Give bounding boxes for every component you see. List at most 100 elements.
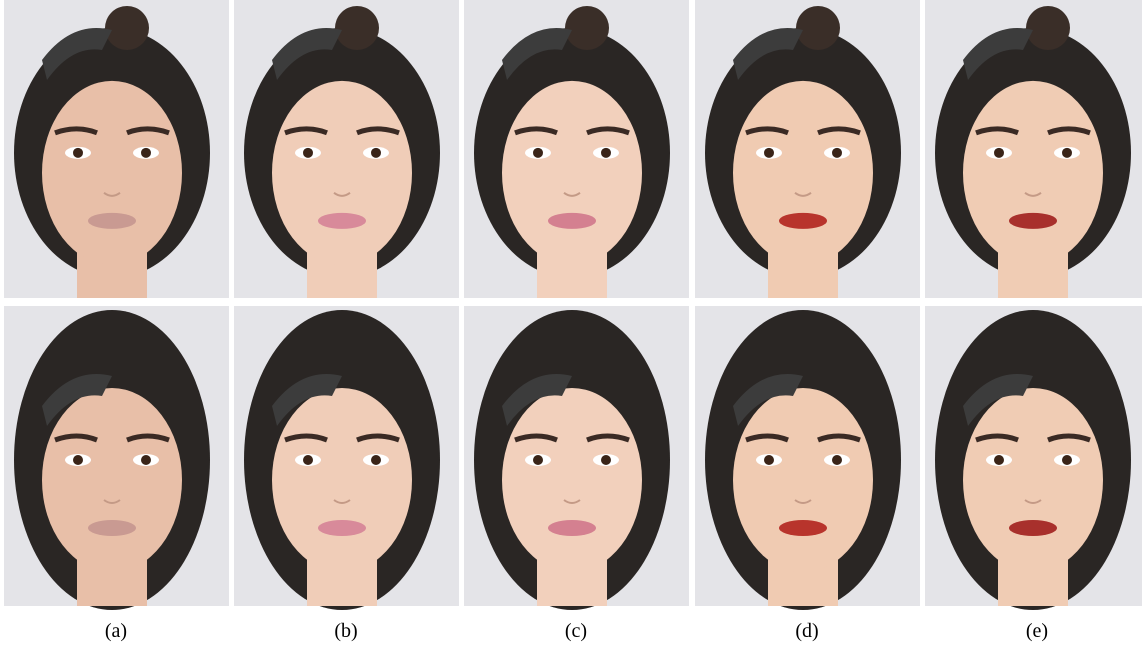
- caption: (a): [105, 620, 127, 642]
- face: [42, 388, 182, 572]
- iris: [533, 455, 543, 465]
- photo: [234, 306, 459, 610]
- face: [272, 80, 412, 265]
- photo: [4, 306, 229, 610]
- iris: [141, 455, 151, 465]
- iris: [303, 455, 313, 465]
- iris: [764, 147, 774, 158]
- lips: [88, 212, 136, 229]
- nose: [333, 192, 351, 197]
- iris: [994, 147, 1004, 158]
- eyebrow: [284, 433, 328, 443]
- hair-clip: [733, 28, 803, 80]
- face: [963, 80, 1103, 265]
- image-grid: [4, 0, 1142, 610]
- nose: [103, 499, 121, 504]
- photo: [4, 0, 229, 298]
- hair-clip: [733, 374, 803, 426]
- lips: [1009, 212, 1057, 229]
- face: [502, 388, 642, 572]
- eyebrow: [126, 126, 170, 136]
- hair-clip: [42, 374, 112, 426]
- hair-clip: [963, 28, 1033, 80]
- face: [42, 80, 182, 265]
- lips: [318, 212, 366, 229]
- iris: [832, 455, 842, 465]
- eyebrow: [356, 126, 400, 136]
- nose: [333, 499, 351, 504]
- lips: [548, 212, 596, 229]
- photo: [464, 0, 689, 298]
- hair-clip: [272, 374, 342, 426]
- photo: [695, 306, 920, 610]
- eyebrow: [586, 433, 630, 443]
- lips: [779, 212, 827, 229]
- iris: [533, 147, 543, 158]
- hair-clip: [42, 28, 112, 80]
- hair-bun: [1026, 6, 1070, 50]
- hair-bun: [335, 6, 379, 50]
- iris: [601, 455, 611, 465]
- hair-bun: [105, 6, 149, 50]
- face: [272, 388, 412, 572]
- iris: [1062, 147, 1072, 158]
- iris: [303, 147, 313, 158]
- photo: [925, 306, 1142, 610]
- nose: [794, 499, 812, 504]
- nose: [794, 192, 812, 197]
- face: [733, 80, 873, 265]
- hair-bun: [565, 6, 609, 50]
- iris: [371, 147, 381, 158]
- photo: [925, 0, 1142, 298]
- eyebrow: [54, 126, 98, 136]
- lips: [88, 520, 136, 536]
- caption: (b): [334, 620, 357, 642]
- photo: [234, 0, 459, 298]
- eyebrow: [284, 126, 328, 136]
- iris: [73, 455, 83, 465]
- eyebrow: [975, 433, 1019, 443]
- eyebrow: [1047, 126, 1091, 136]
- lips: [318, 520, 366, 536]
- eyebrow: [745, 126, 789, 136]
- eyebrow: [745, 433, 789, 443]
- iris: [371, 455, 381, 465]
- hair-clip: [502, 28, 572, 80]
- eyebrow: [514, 126, 558, 136]
- iris: [832, 147, 842, 158]
- nose: [103, 192, 121, 197]
- photo: [464, 306, 689, 610]
- iris: [141, 147, 151, 158]
- eyebrow: [54, 433, 98, 443]
- iris: [764, 455, 774, 465]
- caption: (d): [795, 620, 818, 642]
- eyebrow: [817, 433, 861, 443]
- eyebrow: [514, 433, 558, 443]
- lips: [779, 520, 827, 536]
- eyebrow: [1047, 433, 1091, 443]
- caption: (c): [565, 620, 587, 642]
- nose: [563, 499, 581, 504]
- caption: (e): [1026, 620, 1048, 642]
- eyebrow: [586, 126, 630, 136]
- hair-clip: [502, 374, 572, 426]
- eyebrow: [975, 126, 1019, 136]
- iris: [1062, 455, 1072, 465]
- captions: (a) (b) (c) (d) (e): [105, 620, 1048, 642]
- eyebrow: [126, 433, 170, 443]
- hair-bun: [796, 6, 840, 50]
- lips: [1009, 520, 1057, 536]
- iris: [73, 147, 83, 158]
- hair-clip: [963, 374, 1033, 426]
- iris: [994, 455, 1004, 465]
- lips: [548, 520, 596, 536]
- iris: [601, 147, 611, 158]
- hair-clip: [272, 28, 342, 80]
- eyebrow: [817, 126, 861, 136]
- face: [502, 80, 642, 265]
- eyebrow: [356, 433, 400, 443]
- photo: [695, 0, 920, 298]
- nose: [563, 192, 581, 197]
- nose: [1024, 499, 1042, 504]
